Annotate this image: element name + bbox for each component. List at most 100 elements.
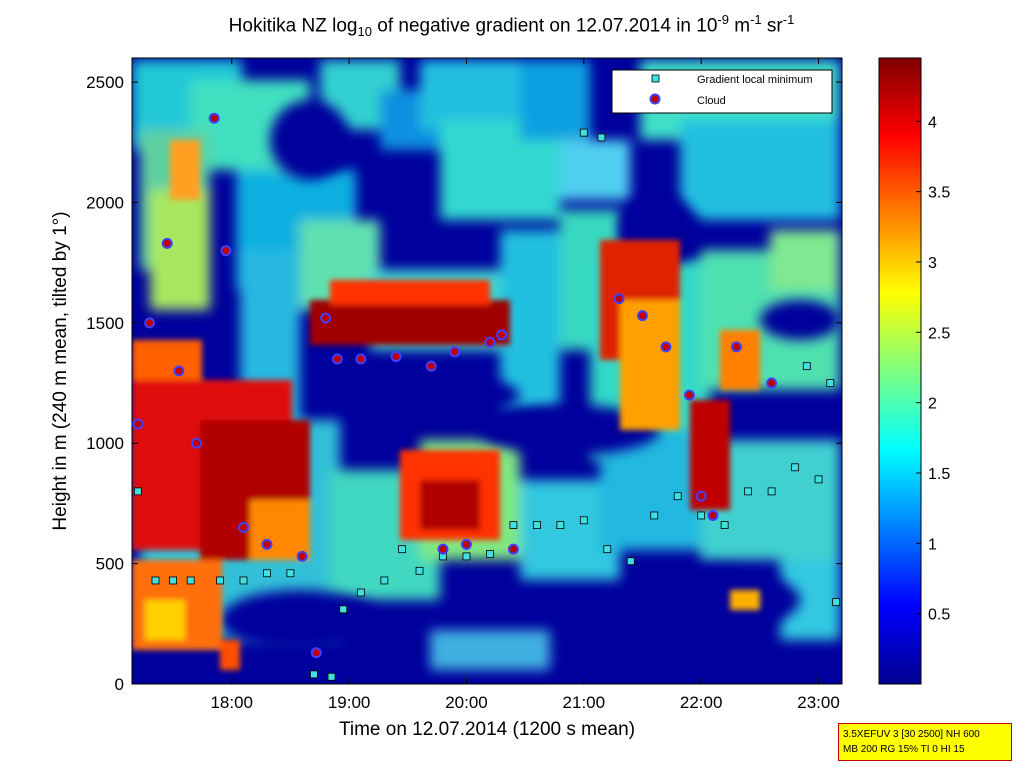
x-tick-label: 19:00 xyxy=(328,693,371,712)
cloud-marker xyxy=(460,538,472,550)
cloud-marker xyxy=(191,437,203,449)
cloud-marker xyxy=(144,317,156,329)
colorbar-tick-label: 3.5 xyxy=(928,185,950,202)
gradient-minimum-marker xyxy=(532,521,541,529)
gradient-minimum-marker xyxy=(814,475,823,484)
colorbar-tick-label: 1.5 xyxy=(928,466,950,483)
cloud-marker xyxy=(730,341,742,353)
gradient-minimum-marker xyxy=(286,569,295,578)
cloud-marker xyxy=(683,389,695,401)
y-tick-label: 2500 xyxy=(86,73,124,92)
cloud-marker xyxy=(208,112,220,124)
heatmap-field xyxy=(132,58,842,684)
colorbar-tick-label: 4 xyxy=(928,114,937,131)
colorbar-tick-label: 3 xyxy=(928,255,937,272)
cloud-marker xyxy=(261,538,273,550)
cloud-marker xyxy=(161,237,173,249)
plot-frame xyxy=(131,57,843,685)
gradient-minimum-marker xyxy=(327,672,336,681)
x-tick-label: 22:00 xyxy=(680,693,723,712)
cloud-marker xyxy=(237,522,249,533)
axis-ticks: 18:00 19:00 20:00 21:00 22:00 23:00 0 500 1000 15… xyxy=(86,58,842,712)
cloud-marker xyxy=(390,351,402,363)
gradient-minimum-marker xyxy=(626,557,635,566)
gradient-minimum-marker xyxy=(239,576,248,585)
legend-cloud-label: Cloud xyxy=(697,95,726,107)
cloud-marker xyxy=(320,312,332,324)
cloud-marker xyxy=(220,245,232,257)
y-tick-label: 0 xyxy=(115,675,124,694)
cloud-marker xyxy=(437,543,449,555)
y-tick-label: 2000 xyxy=(86,193,124,212)
gradient-minimum-marker xyxy=(673,492,682,501)
gradient-minimum-marker xyxy=(339,605,348,614)
colorbar xyxy=(878,57,922,685)
gradient-minimum-marker xyxy=(398,545,406,554)
gradient-minimum-marker xyxy=(151,576,160,585)
gradient-minimum-marker xyxy=(579,516,588,525)
parameter-box: 3.5XEFUV 3 [30 2500] NH 600 MB 200 RG 15%… xyxy=(838,723,1012,761)
gradient-minimum-marker xyxy=(380,576,389,585)
cloud-marker xyxy=(173,365,185,377)
cloud-marker xyxy=(695,490,707,502)
cloud-marker xyxy=(425,360,437,372)
x-axis-label: Time on 12.07.2014 (1200 s mean) xyxy=(339,719,635,740)
cloud-marker xyxy=(707,509,719,521)
gradient-minimum-marker xyxy=(697,511,706,520)
y-tick-label: 1000 xyxy=(86,434,124,453)
x-tick-label: 20:00 xyxy=(445,693,488,712)
gradient-minimum-marker xyxy=(169,576,177,585)
gradient-minimum-marker xyxy=(216,576,224,585)
legend-gradient-label: Gradient local minimum xyxy=(697,74,813,86)
gradient-minimum-marker xyxy=(133,487,142,496)
gradient-minimum-marker xyxy=(556,521,565,529)
cloud-marker xyxy=(296,550,308,562)
cloud-marker xyxy=(660,341,672,353)
gradient-minimum-marker xyxy=(263,569,271,578)
colorbar-tick-label: 2 xyxy=(928,396,937,413)
gradient-minimum-marker xyxy=(826,379,835,387)
cloud-marker xyxy=(496,329,508,341)
gradient-minimum-marker xyxy=(186,576,195,585)
colorbar-ticks: 0.5 1 1.5 2 2.5 3 3.5 4 xyxy=(916,114,950,624)
gradient-minimum-marker xyxy=(720,521,729,529)
cloud-marker xyxy=(484,336,496,348)
gradient-minimum-marker xyxy=(486,550,494,558)
cloud-marker xyxy=(310,647,322,659)
y-axis-label: Height in m (240 m mean, tilted by 1°) xyxy=(50,211,71,530)
legend: Gradient local minimum Cloud xyxy=(611,69,833,114)
cloud-marker xyxy=(132,418,144,430)
gradient-minimum-marker xyxy=(832,598,841,607)
cloud-marker xyxy=(766,377,778,389)
gradient-minimum-marker xyxy=(767,487,776,496)
gradient-minimum-marker xyxy=(462,552,471,561)
colorbar-tick-label: 0.5 xyxy=(928,607,950,624)
gradient-minimum-marker xyxy=(603,545,612,554)
gradient-minimum-marker xyxy=(509,521,518,529)
cloud-marker xyxy=(331,353,343,365)
cloud-marker xyxy=(613,293,625,305)
gradient-minimum-marker xyxy=(356,588,365,597)
gradient-minimum-marker xyxy=(802,362,811,371)
cloud-marker xyxy=(636,310,648,322)
gradient-minimum-marker xyxy=(597,133,606,142)
x-tick-label: 18:00 xyxy=(210,693,253,712)
gradient-minimum-marker xyxy=(415,566,424,575)
x-tick-label: 23:00 xyxy=(797,693,840,712)
cloud-marker xyxy=(507,543,519,555)
gradient-minimum-marker xyxy=(744,487,753,496)
colorbar-tick-label: 2.5 xyxy=(928,325,950,342)
gradient-minimum-marker xyxy=(650,511,659,520)
marker-layer xyxy=(132,112,841,681)
legend-cloud-marker xyxy=(649,93,661,105)
y-tick-label: 1500 xyxy=(86,314,124,333)
x-tick-label: 21:00 xyxy=(563,693,606,712)
cloud-marker xyxy=(355,353,367,365)
legend-gradient-marker xyxy=(651,74,660,83)
gradient-minimum-marker xyxy=(310,670,318,679)
gradient-minimum-marker xyxy=(791,463,799,472)
y-tick-label: 500 xyxy=(96,555,124,574)
chart-title: Hokitika NZ log10 of negative gradient o… xyxy=(228,12,795,40)
cloud-marker xyxy=(449,346,461,358)
